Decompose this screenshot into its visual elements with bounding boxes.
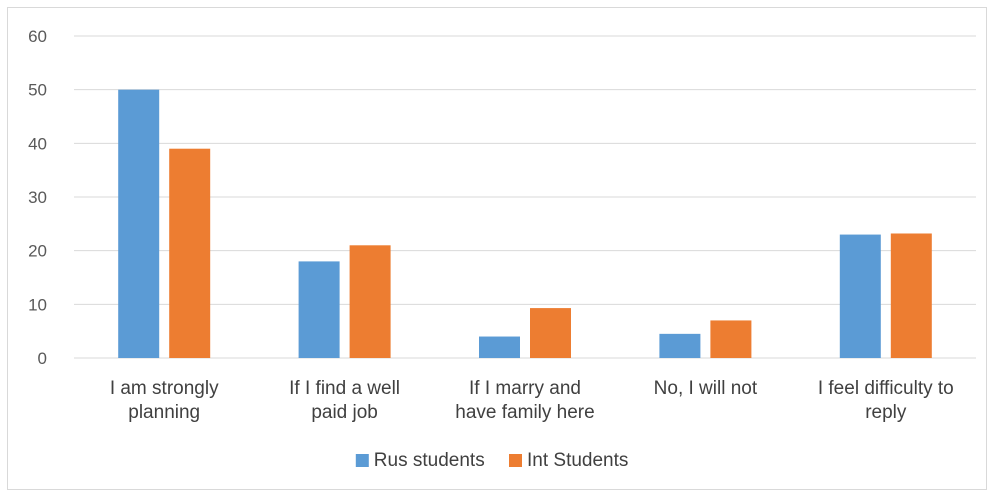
bar-int-students-0: [169, 148, 211, 358]
y-tick-label: 20: [28, 242, 47, 261]
bar-rus-students-1: [298, 261, 340, 358]
x-tick-label: No, I will not: [654, 378, 758, 399]
bar-rus-students-2: [479, 336, 520, 358]
legend: Rus students Int Students: [355, 450, 628, 471]
y-tick-label: 30: [28, 188, 47, 207]
bar-rus-students-3: [659, 333, 701, 358]
bar-int-students-1: [349, 245, 391, 358]
bar-rus-students-0: [118, 89, 160, 359]
bar-int-students-4: [890, 233, 932, 358]
x-axis: I am strongly planning If I find a well pai…: [110, 378, 954, 423]
legend-label: Int Students: [527, 450, 628, 471]
bar-rus-students-4: [839, 234, 881, 358]
y-axis: 0 10 20 30 40 50 60: [28, 27, 47, 368]
x-tick-label: I feel difficulty to: [818, 378, 954, 399]
legend-label: Rus students: [374, 450, 485, 471]
bar-int-students-3: [710, 320, 752, 358]
x-tick-label: planning: [128, 402, 200, 423]
x-tick-label: reply: [865, 402, 907, 423]
legend-swatch-1: [509, 454, 522, 467]
x-tick-label: paid job: [311, 402, 378, 423]
legend-swatch-0: [355, 454, 369, 467]
y-tick-label: 50: [28, 81, 47, 100]
bar-int-students-2: [530, 308, 571, 358]
y-tick-label: 10: [28, 295, 47, 314]
y-tick-label: 60: [28, 27, 47, 46]
y-tick-label: 0: [38, 349, 47, 368]
y-tick-label: 40: [28, 134, 47, 153]
bars: [118, 89, 932, 359]
x-tick-label: I am strongly: [110, 378, 219, 399]
x-tick-label: have family here: [455, 402, 594, 423]
gridlines: [74, 35, 976, 359]
x-tick-label: If I marry and: [469, 378, 581, 399]
x-tick-label: If I find a well: [289, 378, 400, 399]
